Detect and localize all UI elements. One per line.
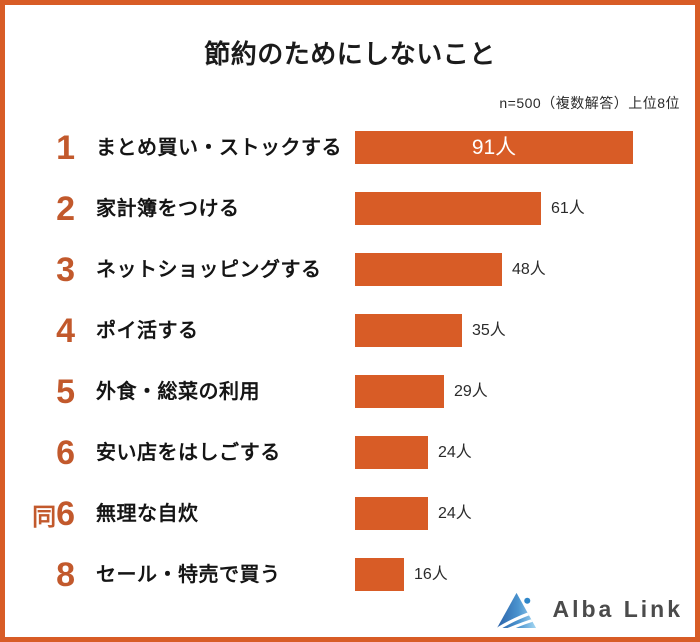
category-label: 家計簿をつける bbox=[96, 197, 240, 220]
value-label: 24人 bbox=[438, 444, 472, 461]
rank-value: 8 bbox=[56, 555, 75, 594]
chart-row: 5 外食・総菜の利用 29人 bbox=[5, 361, 695, 422]
value-label: 91人 bbox=[471, 136, 517, 159]
rank-number: 8 bbox=[5, 558, 75, 592]
category-label: ネットショッピングする bbox=[96, 258, 322, 281]
bar-track: 24人 bbox=[355, 436, 695, 469]
rank-value: 5 bbox=[56, 372, 75, 411]
chart-row: 2 家計簿をつける 61人 bbox=[5, 178, 695, 239]
rank-tie-prefix: 同 bbox=[32, 503, 57, 531]
category-label: 外食・総菜の利用 bbox=[96, 380, 260, 403]
bar bbox=[355, 253, 502, 286]
value-label: 24人 bbox=[438, 505, 472, 522]
bar-track: 61人 bbox=[355, 192, 695, 225]
value-label: 48人 bbox=[512, 261, 546, 278]
chart-title: 節約のためにしないこと bbox=[204, 39, 496, 69]
category-label: 安い店をはしごする bbox=[96, 441, 281, 464]
category-label: まとめ買い・ストックする bbox=[96, 136, 342, 159]
alba-link-triangle-icon bbox=[497, 592, 537, 629]
chart-row: 同6 無理な自炊 24人 bbox=[5, 483, 695, 544]
bar bbox=[355, 314, 462, 347]
chart-row: 1 まとめ買い・ストックする 91人 bbox=[5, 117, 695, 178]
brand-name: Alba Link bbox=[552, 596, 683, 622]
value-label: 35人 bbox=[472, 322, 506, 339]
chart-row: 4 ポイ活する 35人 bbox=[5, 300, 695, 361]
rank-number: 1 bbox=[5, 131, 75, 165]
category-label: セール・特売で買う bbox=[96, 563, 281, 586]
bar bbox=[355, 558, 404, 591]
chart-rows: 1 まとめ買い・ストックする 91人 2 家計簿をつける 61人 3 ネットショッピングする 4… bbox=[5, 117, 695, 605]
category-label: ポイ活する bbox=[96, 319, 199, 342]
bar-track: 16人 bbox=[355, 558, 695, 591]
rank-value: 6 bbox=[56, 494, 75, 533]
bar bbox=[355, 375, 444, 408]
rank-number: 2 bbox=[5, 192, 75, 226]
logo-triangle bbox=[497, 592, 537, 629]
sample-size-note: n=500（複数解答）上位8位 bbox=[499, 95, 680, 111]
logo-swoosh-2 bbox=[503, 616, 537, 629]
rank-value: 4 bbox=[56, 311, 75, 350]
rank-value: 2 bbox=[56, 189, 75, 228]
bar bbox=[355, 131, 633, 164]
bar bbox=[355, 497, 428, 530]
rank-value: 1 bbox=[56, 128, 75, 167]
category-label: 無理な自炊 bbox=[96, 502, 199, 525]
bar-track: 48人 bbox=[355, 253, 695, 286]
rank-value: 3 bbox=[56, 250, 75, 289]
value-label: 16人 bbox=[414, 566, 448, 583]
rank-number: 3 bbox=[5, 253, 75, 287]
logo-dot bbox=[524, 597, 531, 604]
bar bbox=[355, 192, 541, 225]
bar-track: 91人 bbox=[355, 131, 695, 164]
chart-row: 3 ネットショッピングする 48人 bbox=[5, 239, 695, 300]
bar-track: 35人 bbox=[355, 314, 695, 347]
rank-number: 同6 bbox=[5, 497, 75, 531]
bar-track: 24人 bbox=[355, 497, 695, 530]
rank-number: 6 bbox=[5, 436, 75, 470]
chart-row: 8 セール・特売で買う 16人 bbox=[5, 544, 695, 605]
value-label: 61人 bbox=[551, 200, 585, 217]
rank-number: 5 bbox=[5, 375, 75, 409]
value-label: 29人 bbox=[454, 383, 488, 400]
bar bbox=[355, 436, 428, 469]
rank-number: 4 bbox=[5, 314, 75, 348]
bar-track: 29人 bbox=[355, 375, 695, 408]
chart-row: 6 安い店をはしごする 24人 bbox=[5, 422, 695, 483]
brand-logo: Alba Link bbox=[495, 589, 683, 630]
rank-value: 6 bbox=[56, 433, 75, 472]
